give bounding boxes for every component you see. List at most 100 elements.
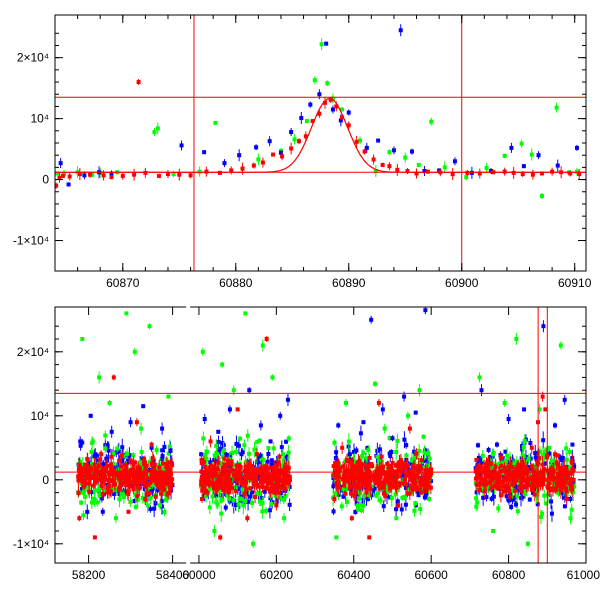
data-point-green bbox=[382, 426, 387, 431]
data-point-red bbox=[568, 171, 573, 176]
data-point-red bbox=[395, 167, 400, 172]
data-point-blue bbox=[141, 404, 146, 409]
point-green bbox=[474, 496, 479, 501]
point-red bbox=[398, 467, 403, 472]
point-red bbox=[511, 478, 516, 483]
point-red bbox=[81, 466, 86, 471]
data-point-blue bbox=[285, 397, 290, 402]
point-blue bbox=[415, 489, 420, 494]
point-red bbox=[363, 484, 368, 489]
point-red bbox=[505, 475, 510, 480]
point-red bbox=[365, 475, 370, 480]
data-point-red bbox=[164, 465, 169, 469]
point-red bbox=[275, 467, 280, 472]
data-point-blue bbox=[239, 452, 244, 457]
point-green bbox=[413, 501, 418, 506]
point-blue bbox=[369, 493, 374, 498]
point-green bbox=[427, 456, 432, 461]
data-point-red bbox=[346, 123, 351, 128]
x-tick-label: 60800 bbox=[492, 568, 526, 582]
point-blue bbox=[149, 488, 154, 493]
point-green bbox=[210, 494, 215, 499]
point-red bbox=[421, 476, 426, 481]
data-point-green bbox=[282, 516, 287, 521]
point-red bbox=[489, 476, 494, 481]
point-red bbox=[277, 473, 282, 478]
point-green bbox=[541, 453, 546, 458]
point-blue bbox=[562, 504, 567, 509]
point-red bbox=[252, 479, 257, 484]
point-red bbox=[83, 478, 88, 483]
data-point-blue bbox=[361, 420, 366, 425]
point-red bbox=[213, 466, 218, 471]
data-point-green bbox=[200, 349, 205, 354]
data-point-red bbox=[339, 115, 344, 120]
point-red bbox=[402, 479, 407, 484]
point-red bbox=[85, 457, 90, 462]
point-red bbox=[168, 471, 173, 476]
point-green bbox=[114, 487, 119, 492]
point-green bbox=[419, 469, 424, 474]
point-red bbox=[230, 485, 235, 490]
data-point-blue bbox=[570, 442, 575, 447]
point-red bbox=[407, 491, 412, 496]
data-point-blue bbox=[376, 138, 381, 143]
point-red bbox=[550, 466, 555, 471]
data-point-red bbox=[540, 394, 545, 399]
data-point-red bbox=[419, 490, 424, 495]
point-green bbox=[204, 493, 209, 498]
point-red bbox=[109, 454, 114, 459]
point-green bbox=[568, 465, 573, 470]
data-point-red bbox=[156, 173, 161, 178]
data-point-green bbox=[416, 162, 421, 167]
point-red bbox=[482, 477, 487, 482]
data-point-red bbox=[200, 497, 205, 501]
point-red bbox=[347, 458, 352, 463]
data-point-red bbox=[101, 173, 106, 178]
point-green bbox=[360, 454, 365, 459]
point-green bbox=[207, 505, 212, 510]
point-red bbox=[400, 463, 405, 468]
point-red bbox=[115, 471, 120, 476]
point-green bbox=[542, 449, 547, 454]
point-red bbox=[410, 487, 415, 492]
point-green bbox=[166, 451, 171, 456]
point-green bbox=[566, 488, 571, 493]
point-blue bbox=[331, 484, 336, 489]
point-red bbox=[215, 486, 220, 491]
data-point-green bbox=[373, 169, 378, 174]
point-red bbox=[343, 491, 348, 496]
x-tick-label: 60910 bbox=[558, 276, 592, 290]
point-green bbox=[242, 443, 247, 448]
point-blue bbox=[227, 499, 232, 504]
point-red bbox=[77, 462, 82, 467]
point-red bbox=[257, 468, 262, 473]
point-red bbox=[109, 466, 114, 471]
point-red bbox=[119, 464, 124, 469]
data-point-green bbox=[394, 516, 399, 521]
point-green bbox=[245, 433, 250, 438]
point-red bbox=[505, 471, 510, 476]
data-point-blue bbox=[278, 413, 283, 418]
point-red bbox=[415, 485, 420, 490]
point-red bbox=[275, 479, 280, 484]
data-point-blue bbox=[299, 116, 304, 121]
point-red bbox=[345, 468, 350, 473]
data-point-green bbox=[464, 175, 469, 180]
point-red bbox=[164, 461, 169, 466]
point-green bbox=[163, 492, 168, 497]
point-red bbox=[286, 480, 291, 485]
point-red bbox=[229, 467, 234, 472]
point-green bbox=[535, 492, 540, 497]
point-blue bbox=[218, 446, 223, 451]
point-red bbox=[118, 474, 123, 479]
data-point-green bbox=[502, 153, 507, 158]
point-red bbox=[401, 465, 406, 470]
point-red bbox=[367, 455, 372, 460]
point-green bbox=[542, 493, 547, 498]
point-red bbox=[557, 483, 562, 488]
point-red bbox=[123, 470, 128, 475]
data-point-green bbox=[171, 172, 176, 177]
x-tick-label: 60880 bbox=[219, 276, 253, 290]
data-point-red bbox=[208, 439, 213, 444]
